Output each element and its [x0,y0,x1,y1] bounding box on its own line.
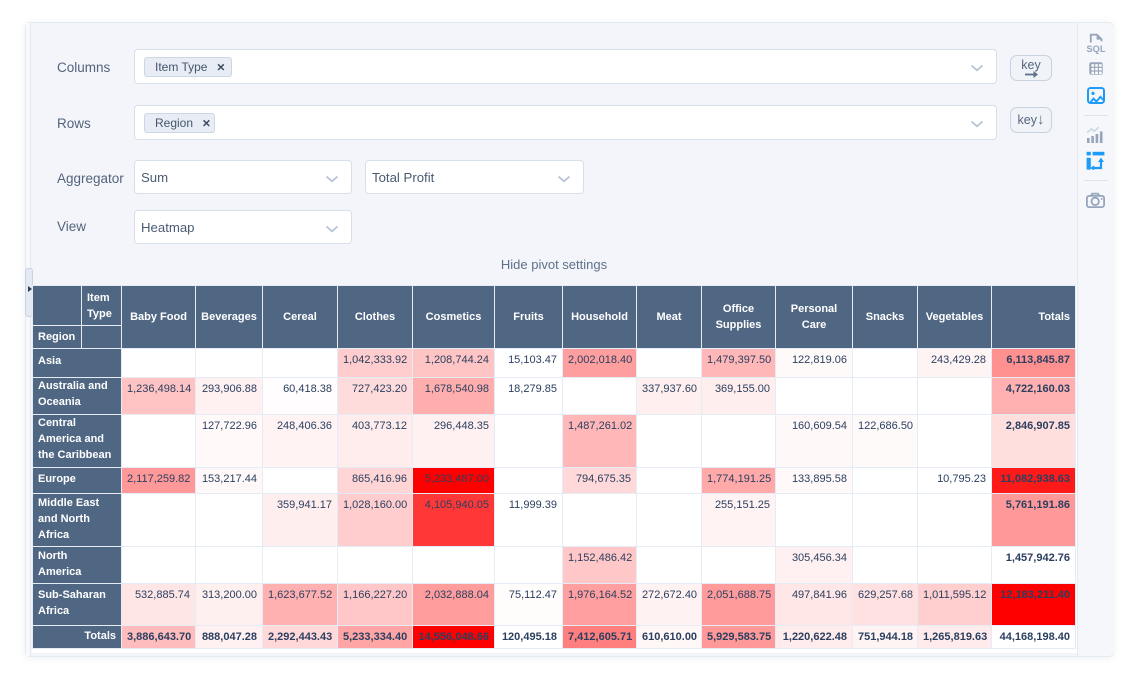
svg-text:SQL: SQL [1086,44,1105,54]
